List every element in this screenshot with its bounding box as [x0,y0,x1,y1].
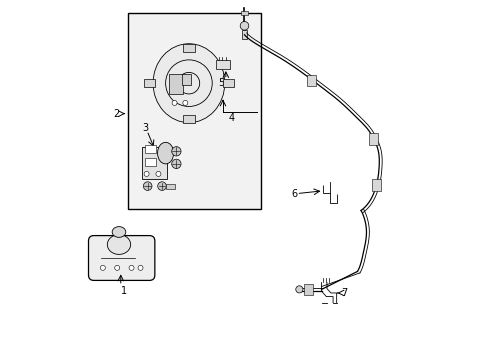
Bar [165,184,174,189]
Circle shape [295,286,303,293]
Circle shape [100,265,105,270]
Circle shape [143,182,152,190]
Circle shape [158,182,166,190]
FancyBboxPatch shape [183,115,194,123]
Circle shape [171,159,181,168]
Circle shape [138,265,142,270]
FancyBboxPatch shape [88,235,155,280]
Circle shape [171,147,181,156]
Ellipse shape [112,226,125,237]
Circle shape [172,100,177,105]
FancyBboxPatch shape [143,79,155,87]
Bar [368,133,377,145]
Circle shape [183,100,187,105]
Circle shape [156,171,161,176]
Bar [128,13,260,209]
FancyBboxPatch shape [222,79,234,87]
Text: 3: 3 [142,123,148,133]
Ellipse shape [153,44,224,123]
Bar [182,74,191,85]
Bar [145,158,156,166]
FancyBboxPatch shape [183,44,194,51]
Text: 2: 2 [113,109,120,119]
Text: 7: 7 [341,288,347,298]
Circle shape [240,22,248,30]
Bar [145,145,156,153]
Bar [241,30,247,39]
FancyBboxPatch shape [304,284,313,295]
Text: 6: 6 [290,189,297,199]
Circle shape [144,171,149,176]
Circle shape [115,265,120,270]
Bar [241,12,247,15]
Circle shape [129,265,134,270]
FancyBboxPatch shape [142,147,167,179]
Text: 5: 5 [218,78,224,88]
Ellipse shape [107,235,130,255]
Text: 4: 4 [228,113,234,123]
Text: 1: 1 [121,286,127,296]
Bar [371,179,380,190]
Ellipse shape [157,142,173,164]
Bar [307,75,315,86]
Bar [169,74,183,94]
FancyBboxPatch shape [216,59,230,69]
